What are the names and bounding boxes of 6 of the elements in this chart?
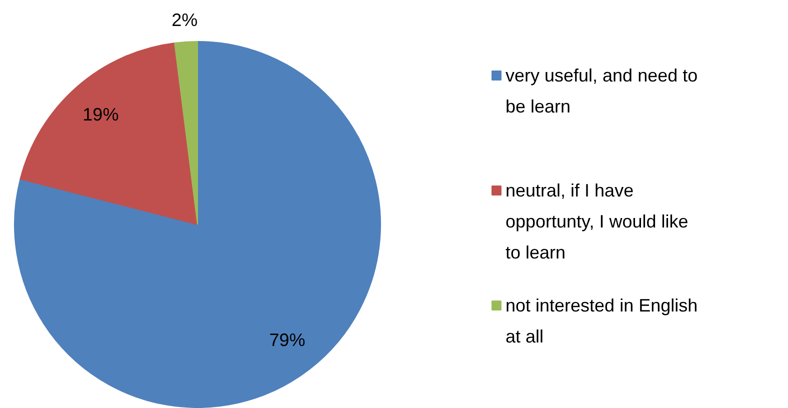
legend-label: neutral, if I have opportunty, I would like to learn	[506, 180, 688, 262]
data-label: 2%	[172, 10, 198, 30]
data-label: 19%	[82, 104, 119, 125]
data-label: 79%	[269, 330, 306, 350]
legend-label: not interested in English at all	[506, 296, 698, 346]
legend-label: very useful, and need to be learn	[506, 66, 698, 116]
